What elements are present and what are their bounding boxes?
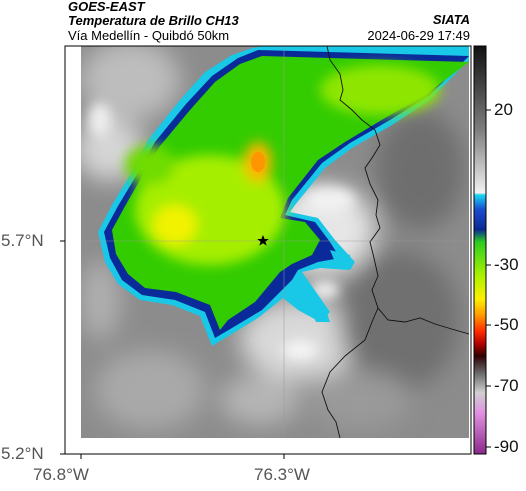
- satellite-name: GOES-EAST: [68, 0, 145, 14]
- location-star-marker: [257, 235, 269, 246]
- colorbar-label-20: 20: [494, 100, 513, 119]
- lat-label-5.2: 5.2°N: [1, 444, 44, 463]
- colorbar-label-minus70: -70: [494, 376, 519, 395]
- product-title: Temperatura de Brillo CH13: [68, 13, 239, 28]
- colorbar-label-minus30: -30: [494, 255, 519, 274]
- datetime-label: 2024-06-29 17:49: [367, 28, 470, 43]
- boundary-lines: [321, 46, 469, 438]
- colorbar-label-minus50: -50: [494, 315, 519, 334]
- gridlines: [81, 46, 469, 438]
- lon-label-76.3: 76.3°W: [254, 465, 310, 484]
- plot-frame: [64, 45, 472, 455]
- agency-label: SIATA: [432, 12, 470, 27]
- colorbar: [473, 45, 491, 455]
- axis-ticks: [60, 240, 285, 459]
- convective-cloud: [98, 46, 469, 346]
- cold-core: [251, 152, 265, 172]
- lon-label-76.8: 76.8°W: [33, 465, 89, 484]
- colorbar-label-minus90: -90: [494, 437, 519, 456]
- region-subtitle: Vía Medellín - Quibdó 50km: [68, 28, 230, 43]
- lat-label-5.7: 5.7°N: [1, 231, 44, 250]
